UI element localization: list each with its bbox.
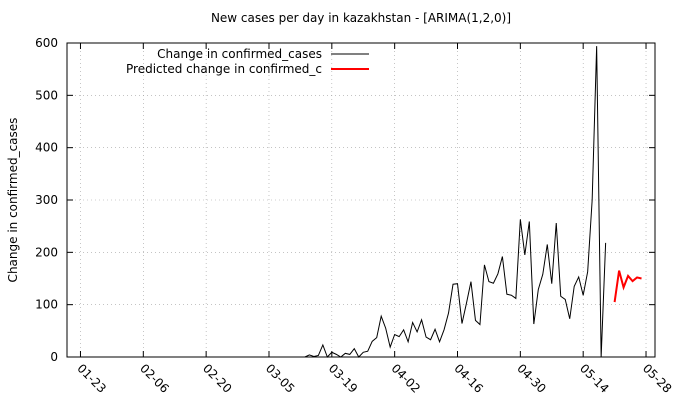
x-tick-label: 01-23: [74, 361, 109, 396]
chart-title: New cases per day in kazakhstan - [ARIMA…: [211, 11, 511, 25]
y-tick-label: 500: [35, 88, 58, 102]
y-tick-label: 600: [35, 36, 58, 50]
x-tick-label: 05-14: [577, 361, 612, 396]
x-tick-label: 02-20: [200, 361, 235, 396]
x-tick-label: 04-30: [514, 361, 549, 396]
x-tick-label: 03-19: [326, 361, 361, 396]
y-tick-label: 400: [35, 141, 58, 155]
x-tick-label: 03-05: [263, 361, 298, 396]
x-tick-label: 05-28: [640, 361, 675, 396]
x-tick-label: 04-02: [389, 361, 424, 396]
y-tick-label: 200: [35, 245, 58, 259]
y-tick-label: 300: [35, 193, 58, 207]
x-tick-label: 04-16: [451, 361, 486, 396]
y-tick-label: 0: [50, 350, 58, 364]
legend-label: Change in confirmed_cases: [157, 47, 322, 61]
legend-label: Predicted change in confirmed_c: [126, 62, 322, 76]
data-line: [304, 46, 607, 358]
plot-frame: [66, 42, 656, 358]
y-axis-label: Change in confirmed_cases: [6, 118, 20, 283]
x-tick-label: 02-06: [137, 361, 172, 396]
data-line: [613, 270, 642, 303]
y-tick-label: 100: [35, 298, 58, 312]
